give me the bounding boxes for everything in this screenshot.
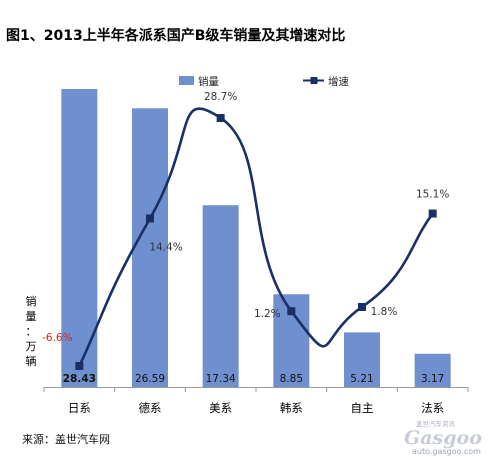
legend-line-marker <box>310 77 318 84</box>
y-axis-label-char-3: 万 <box>26 340 37 353</box>
x-axis-labels: 日系 德系 美系 韩系 自主 法系 <box>68 401 444 415</box>
watermark-subtitle: 盖世汽车资讯 <box>416 419 456 428</box>
growth-markers <box>75 114 437 370</box>
watermark: 盖世汽车资讯 Gasgoo auto.gasgoo.com <box>404 419 482 456</box>
bar-value-label-3: 8.85 <box>280 373 303 385</box>
bar-value-label-4: 5.21 <box>350 373 373 385</box>
growth-value-label-2: 28.7% <box>204 91 237 103</box>
growth-value-label-5: 15.1% <box>416 189 449 201</box>
bar-5 <box>414 353 451 387</box>
y-axis-label-char-1: 量 <box>26 310 37 323</box>
growth-marker-2 <box>216 114 225 122</box>
x-tick-label-0: 日系 <box>68 401 91 415</box>
bar-value-labels: 28.43 26.59 17.34 8.85 5.21 3.17 <box>63 373 445 385</box>
watermark-url: auto.gasgoo.com <box>412 447 481 456</box>
y-axis-label-char-2: ： <box>26 325 37 338</box>
watermark-logo: Gasgoo <box>404 427 482 449</box>
source-note: 来源：盖世汽车网 <box>22 432 110 446</box>
legend-bar-swatch <box>179 76 194 85</box>
x-tick-label-3: 韩系 <box>280 401 303 415</box>
growth-marker-3 <box>287 307 296 316</box>
legend: 销量 增速 <box>179 75 349 88</box>
growth-marker-4 <box>358 302 366 311</box>
bar-value-label-2: 17.34 <box>206 373 236 385</box>
bar-1 <box>132 108 168 387</box>
bar-series <box>61 89 451 387</box>
growth-marker-1 <box>146 214 154 223</box>
chart-title: 图1、2013上半年各派系国产B级车销量及其增速对比 <box>6 27 345 44</box>
legend-label-sales: 销量 <box>198 75 219 88</box>
x-tick-label-1: 德系 <box>139 401 162 415</box>
growth-value-label-3: 1.2% <box>254 308 281 320</box>
x-tick-label-5: 法系 <box>421 401 444 415</box>
growth-value-label-1: 14.4% <box>149 241 182 253</box>
y-axis-label-char-0: 销 <box>26 294 37 308</box>
x-tick-label-4: 自主 <box>351 401 374 415</box>
bar-value-label-5: 3.17 <box>421 373 444 385</box>
bar-value-label-0: 28.43 <box>63 373 96 385</box>
x-axis-ticks <box>43 387 469 392</box>
growth-marker-5 <box>428 209 437 218</box>
x-tick-label-2: 美系 <box>209 401 232 415</box>
legend-label-growth: 增速 <box>328 75 349 88</box>
growth-value-label-0: -6.6% <box>42 332 72 344</box>
y-axis-label-char-4: 辆 <box>26 354 37 368</box>
bar-2 <box>202 205 239 387</box>
growth-value-label-4: 1.8% <box>371 306 398 318</box>
bar-value-label-1: 26.59 <box>135 373 165 385</box>
growth-value-labels: -6.6% 14.4% 28.7% 1.2% 1.8% 15.1% <box>42 91 449 344</box>
growth-marker-0 <box>75 362 84 370</box>
bar-4 <box>344 332 380 387</box>
y-axis-label: 销量 ： 万辆 <box>26 294 37 368</box>
